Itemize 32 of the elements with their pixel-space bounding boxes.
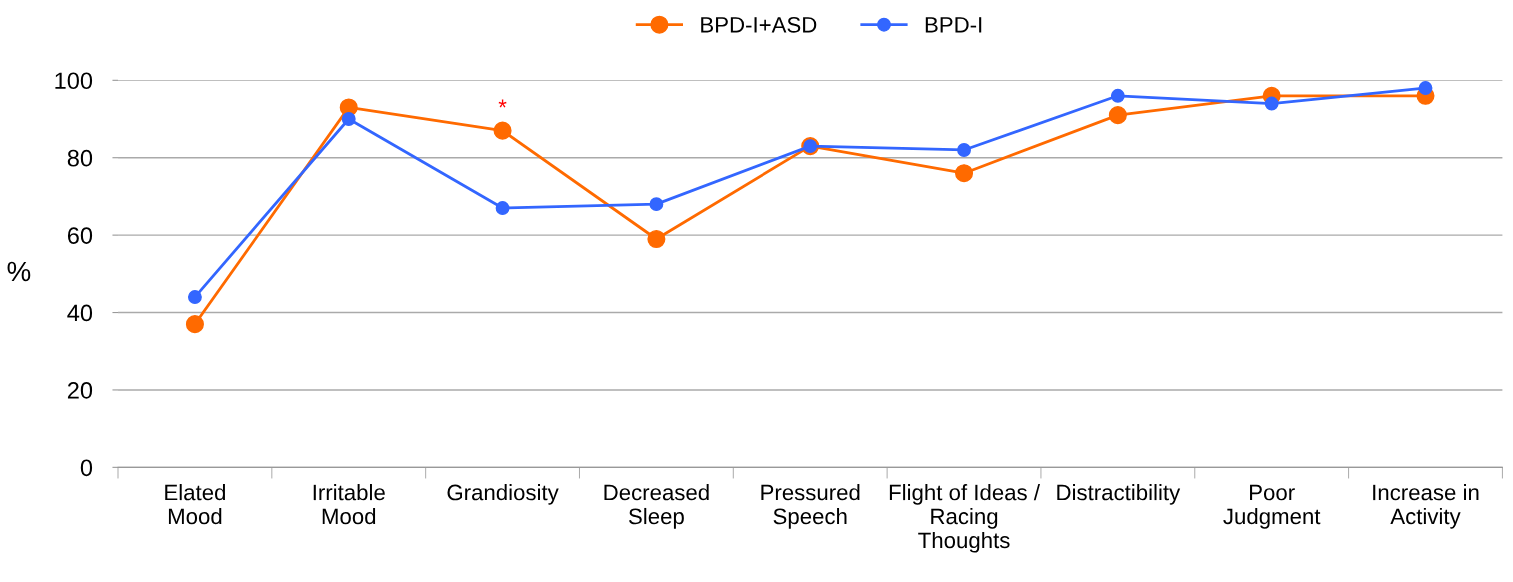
y-tick-label: 0 (80, 459, 93, 477)
legend-label: BPD-I (925, 17, 982, 33)
x-tick-label: Flight of Ideas / Racing Thoughts (889, 484, 1040, 553)
point (649, 197, 664, 212)
point (1108, 106, 1127, 125)
annotation: * (498, 99, 507, 108)
point (493, 121, 512, 140)
legend-label: BPD-I+ASD (701, 16, 817, 33)
x-tick-label: Grandiosity (447, 484, 559, 505)
point (957, 143, 971, 157)
point (495, 201, 510, 215)
y-tick-label: 60 (67, 227, 93, 244)
point (341, 112, 356, 126)
x-tick-label: Pressured Speech (761, 484, 860, 529)
point (1110, 88, 1125, 103)
y-tick-label: 80 (67, 149, 93, 167)
x-tick-label: Decreased Sleep (604, 484, 709, 529)
x-tick-label: Increase in Activity (1373, 484, 1479, 529)
y-tick-label: 100 (55, 72, 93, 90)
x-tick-label: Poor Judgment (1223, 484, 1321, 529)
x-tick-label: Elated Mood (165, 484, 225, 525)
y-tick-label: 20 (67, 382, 93, 399)
point (187, 290, 202, 304)
point (1418, 81, 1433, 96)
point (955, 164, 974, 183)
x-tick-label: Irritable Mood (313, 484, 385, 525)
point (185, 315, 204, 334)
point (647, 229, 666, 249)
y-axis-title: % (7, 261, 31, 282)
y-tick-label: 40 (67, 304, 93, 322)
x-tick-label: Distractibility (1057, 484, 1181, 505)
point (1264, 96, 1279, 111)
